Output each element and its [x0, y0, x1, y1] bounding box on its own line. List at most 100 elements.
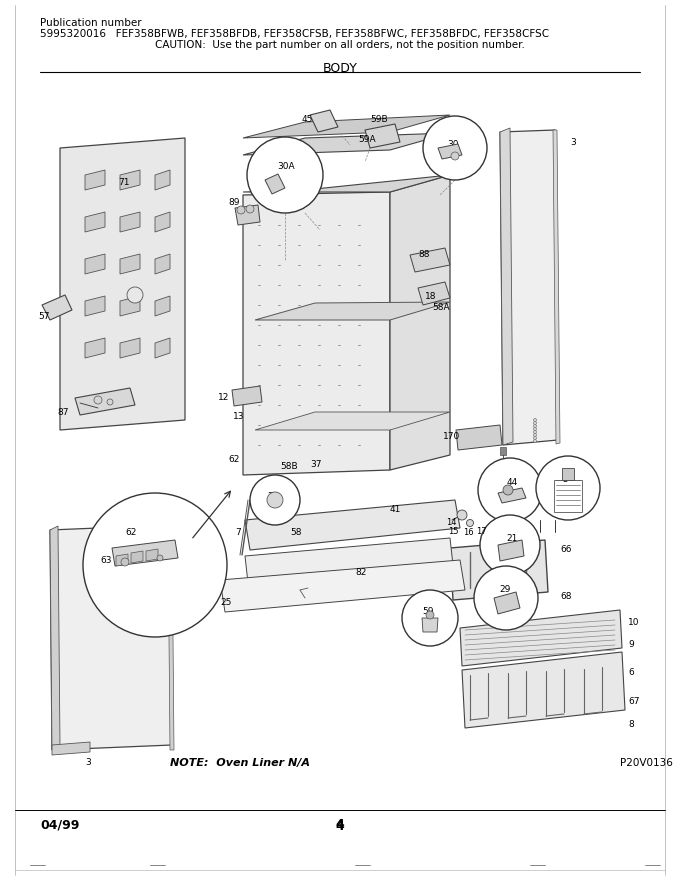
Circle shape: [121, 558, 129, 566]
Text: 41: 41: [390, 505, 401, 514]
Text: 12: 12: [218, 393, 229, 402]
Text: 37: 37: [310, 460, 322, 469]
Polygon shape: [120, 212, 140, 232]
Circle shape: [503, 485, 513, 495]
Text: 62: 62: [125, 528, 137, 537]
Text: 29: 29: [499, 585, 511, 594]
Text: 59A: 59A: [358, 135, 375, 144]
Circle shape: [534, 436, 537, 439]
Text: 10: 10: [628, 618, 639, 627]
Circle shape: [246, 205, 254, 213]
Text: NOTE:  Oven Liner N/A: NOTE: Oven Liner N/A: [170, 758, 310, 768]
Circle shape: [534, 439, 537, 443]
Circle shape: [478, 458, 542, 522]
Polygon shape: [265, 174, 285, 194]
Polygon shape: [243, 192, 390, 475]
Text: BODY: BODY: [322, 62, 358, 75]
Circle shape: [534, 430, 537, 434]
Polygon shape: [112, 540, 178, 566]
Polygon shape: [42, 295, 72, 320]
Text: 1: 1: [282, 200, 288, 209]
Polygon shape: [245, 500, 460, 550]
Polygon shape: [243, 115, 450, 138]
Text: 63: 63: [100, 556, 112, 565]
Text: 04/99: 04/99: [40, 818, 80, 831]
Text: 62: 62: [228, 455, 239, 464]
Circle shape: [480, 515, 540, 575]
Polygon shape: [120, 296, 140, 316]
Polygon shape: [235, 205, 260, 225]
Polygon shape: [120, 170, 140, 190]
Polygon shape: [155, 296, 170, 316]
Text: 6: 6: [628, 668, 634, 677]
Polygon shape: [168, 525, 174, 750]
Circle shape: [451, 152, 459, 160]
Text: 9: 9: [628, 640, 634, 649]
Text: 89: 89: [228, 198, 239, 207]
Text: 68: 68: [560, 592, 571, 601]
Text: 4: 4: [336, 818, 344, 831]
Circle shape: [237, 206, 245, 214]
Circle shape: [534, 428, 537, 430]
Polygon shape: [562, 468, 574, 480]
Text: Publication number: Publication number: [40, 18, 141, 28]
Polygon shape: [500, 130, 558, 445]
Text: 71: 71: [118, 178, 129, 187]
Circle shape: [157, 555, 163, 561]
Polygon shape: [155, 338, 170, 358]
Polygon shape: [498, 540, 524, 561]
Polygon shape: [365, 124, 400, 148]
Text: 58B: 58B: [280, 462, 298, 471]
Text: 5995320016   FEF358BFWB, FEF358BFDB, FEF358CFSB, FEF358BFWC, FEF358BFDC, FEF358C: 5995320016 FEF358BFWB, FEF358BFDB, FEF35…: [40, 29, 549, 39]
Polygon shape: [85, 338, 105, 358]
Polygon shape: [410, 248, 450, 272]
Circle shape: [107, 399, 113, 405]
Text: 7: 7: [235, 528, 241, 537]
Text: P20V0136: P20V0136: [620, 758, 673, 768]
Polygon shape: [390, 175, 450, 470]
Circle shape: [534, 419, 537, 422]
Circle shape: [423, 116, 487, 180]
Polygon shape: [245, 538, 453, 583]
Text: 15: 15: [448, 527, 458, 536]
Polygon shape: [85, 254, 105, 274]
Polygon shape: [155, 170, 170, 190]
Text: 88: 88: [418, 250, 430, 259]
Circle shape: [250, 475, 300, 525]
Circle shape: [83, 493, 227, 637]
Text: 30: 30: [447, 140, 459, 149]
Polygon shape: [50, 525, 172, 750]
Polygon shape: [131, 551, 143, 563]
Circle shape: [534, 424, 537, 428]
Text: 4: 4: [336, 820, 344, 833]
Text: 25: 25: [220, 598, 231, 607]
Text: 82: 82: [355, 568, 367, 577]
Text: 58A: 58A: [432, 303, 449, 312]
Text: 30A: 30A: [277, 162, 295, 171]
Circle shape: [402, 590, 458, 646]
Polygon shape: [75, 388, 135, 415]
Circle shape: [127, 287, 143, 303]
Polygon shape: [460, 610, 622, 666]
Text: 87: 87: [57, 408, 69, 417]
Text: 21: 21: [507, 534, 517, 543]
Text: 5: 5: [562, 475, 568, 484]
Polygon shape: [50, 526, 60, 750]
Circle shape: [474, 566, 538, 630]
Polygon shape: [60, 138, 185, 430]
Text: 59: 59: [422, 607, 434, 616]
Text: 16: 16: [463, 528, 474, 537]
Text: 44: 44: [507, 478, 517, 487]
Circle shape: [94, 396, 102, 404]
Polygon shape: [52, 742, 90, 755]
Polygon shape: [155, 254, 170, 274]
Polygon shape: [155, 212, 170, 232]
Polygon shape: [438, 144, 462, 159]
Polygon shape: [500, 128, 513, 445]
Polygon shape: [120, 338, 140, 358]
Polygon shape: [220, 560, 465, 612]
Text: 67: 67: [628, 697, 639, 706]
Circle shape: [534, 434, 537, 436]
Text: 57: 57: [38, 312, 50, 321]
Text: 17: 17: [476, 527, 487, 536]
